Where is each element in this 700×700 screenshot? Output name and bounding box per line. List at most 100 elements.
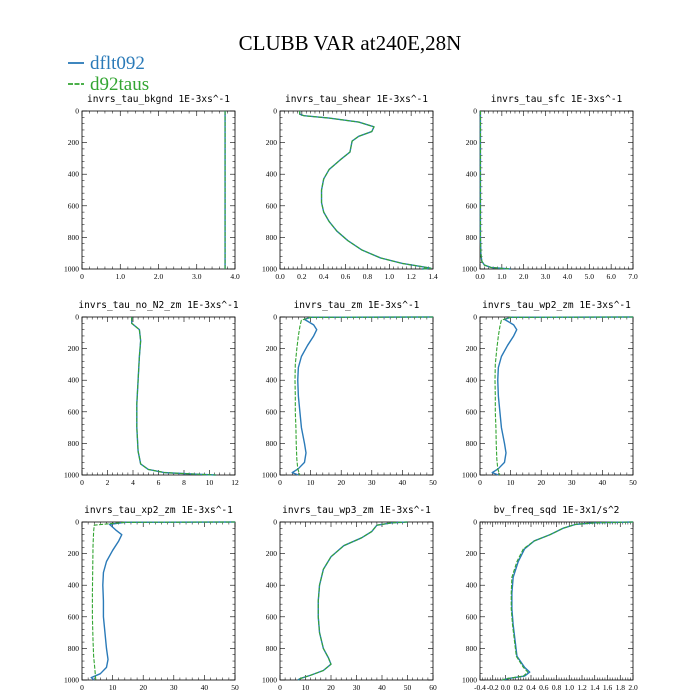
panel-9-xtick-label: 1.8 xyxy=(616,683,626,692)
panel-5-xtick-label: 40 xyxy=(399,478,407,487)
panel-3-line-dflt092 xyxy=(479,111,511,270)
panel-1-ytick-label: 600 xyxy=(68,201,80,210)
panel-3-ytick-label: 0 xyxy=(473,107,477,116)
panel-4-xtick-label: 2 xyxy=(106,478,110,487)
panel-9-xtick-label: -0.4 xyxy=(474,683,486,692)
panel-5: invrs_tau_zm 1E-3xs^-1 0 10 20 30 40 50 0 200 400… xyxy=(262,300,437,487)
panel-7-ytick-label: 200 xyxy=(68,549,80,558)
panel-1-frame xyxy=(81,110,236,270)
panel-5-frame xyxy=(279,316,434,476)
panel-8-ytick-label: 0 xyxy=(273,518,277,527)
panel-6-line-d92taus xyxy=(494,316,634,476)
panel-9-xtick-label: 1.0 xyxy=(565,683,575,692)
panel-9-line-d92taus xyxy=(502,521,634,681)
panel-7-ytick-label: 400 xyxy=(68,581,80,590)
panel-9-xtick-label: 0.6 xyxy=(539,683,549,692)
panel-1-xtick-label: 2.0 xyxy=(154,272,164,281)
panel-7-ytick-label: 0 xyxy=(75,518,79,527)
panel-1-ytick-label: 1000 xyxy=(64,265,79,274)
panel-8-title: invrs_tau_wp3_zm 1E-3xs^-1 xyxy=(282,505,431,516)
panel-3-ytick-label: 600 xyxy=(466,201,478,210)
panel-8-xtick-label: 0 xyxy=(278,683,282,692)
panel-2-xtick-label: 1.0 xyxy=(385,272,395,281)
panel-6-frame xyxy=(479,316,634,476)
panel-9-xtick-label: 0.2 xyxy=(514,683,524,692)
panel-2-frame xyxy=(279,110,434,270)
panel-3-xtick-label: 3.0 xyxy=(541,272,551,281)
panel-2-line-d92taus xyxy=(299,111,432,270)
panel-3-ytick-label: 800 xyxy=(466,233,478,242)
panel-1-xtick-label: 4.0 xyxy=(230,272,240,281)
panel-2-ytick-label: 0 xyxy=(273,107,277,116)
panel-6-ytick-label: 200 xyxy=(466,344,478,353)
panel-8-xtick-label: 60 xyxy=(429,683,437,692)
panel-5-xtick-label: 20 xyxy=(337,478,345,487)
panel-6-line-dflt092 xyxy=(491,316,634,476)
panel-8-ytick-label: 600 xyxy=(266,612,278,621)
panel-2-xtick-label: 0.0 xyxy=(275,272,285,281)
panel-9-line-dflt092 xyxy=(502,521,634,681)
panel-4-xtick-label: 6 xyxy=(157,478,161,487)
panel-9-ytick-label: 400 xyxy=(466,581,478,590)
panel-4-ytick-label: 1000 xyxy=(64,471,79,480)
panel-8-line-dflt092 xyxy=(297,521,408,681)
panel-9-xtick-label: 2.0 xyxy=(628,683,638,692)
panel-3-xtick-label: 7.0 xyxy=(628,272,638,281)
panel-6-xtick-label: 40 xyxy=(599,478,607,487)
panel-4-xtick-label: 4 xyxy=(131,478,135,487)
panel-2-xtick-label: 0.2 xyxy=(297,272,307,281)
panel-6-ytick-label: 400 xyxy=(466,376,478,385)
panel-5-line-d92taus xyxy=(294,316,434,476)
panel-6-ytick-label: 800 xyxy=(466,439,478,448)
panel-6-xtick-label: 10 xyxy=(507,478,515,487)
panel-7-xtick-label: 50 xyxy=(231,683,239,692)
panel-1: invrs_tau_bkgnd 1E-3xs^-1 0 1.0 2.0 3.0 4.0 0 2… xyxy=(64,94,240,281)
panel-7: invrs_tau_xp2_zm 1E-3xs^-1 0 10 20 30 40 50 0 20… xyxy=(64,505,239,692)
panel-9-ytick-label: 600 xyxy=(466,612,478,621)
panel-2-title: invrs_tau_shear 1E-3xs^-1 xyxy=(285,94,428,105)
panel-2-xtick-label: 0.4 xyxy=(319,272,329,281)
panel-9-xtick-label: -0.2 xyxy=(487,683,499,692)
panel-9-xtick-label: 1.4 xyxy=(590,683,600,692)
panel-4-frame xyxy=(81,316,236,476)
panel-8-line-d92taus xyxy=(297,521,408,681)
panel-8-xtick-label: 20 xyxy=(327,683,335,692)
panel-7-xtick-label: 10 xyxy=(109,683,117,692)
panel-2-ytick-label: 200 xyxy=(266,138,278,147)
panel-8-frame xyxy=(279,521,434,681)
panel-1-ytick-label: 400 xyxy=(68,170,80,179)
panel-1-xtick-label: 3.0 xyxy=(192,272,202,281)
panel-9-ytick-label: 0 xyxy=(473,518,477,527)
panel-6-ytick-label: 1000 xyxy=(462,471,477,480)
panel-2: invrs_tau_shear 1E-3xs^-1 0.0 0.2 0.4 0.6 0.8… xyxy=(262,94,438,281)
panel-8-ytick-label: 400 xyxy=(266,581,278,590)
panel-9-ytick-label: 1000 xyxy=(462,676,477,685)
legend: dflt092 d92taus xyxy=(68,53,149,95)
panel-8-xtick-label: 40 xyxy=(378,683,386,692)
panel-6-xtick-label: 20 xyxy=(537,478,545,487)
panel-6-xtick-label: 0 xyxy=(478,478,482,487)
panel-4-xtick-label: 12 xyxy=(231,478,239,487)
panel-7-ytick-label: 1000 xyxy=(64,676,79,685)
panel-9-xtick-label: 0.8 xyxy=(552,683,562,692)
panel-4: invrs_tau_no_N2_zm 1E-3xs^-1 0 2 4 6 8 10 12 0 20… xyxy=(64,300,239,487)
panel-7-title: invrs_tau_xp2_zm 1E-3xs^-1 xyxy=(84,505,233,516)
panel-6: invrs_tau_wp2_zm 1E-3xs^-1 0 10 20 30 40 50 0 20… xyxy=(462,300,637,487)
panel-3-line-d92taus xyxy=(479,111,511,270)
panel-1-ytick-label: 200 xyxy=(68,138,80,147)
panel-9-xtick-label: 1.2 xyxy=(577,683,587,692)
panel-3-title: invrs_tau_sfc 1E-3xs^-1 xyxy=(491,94,623,105)
panel-4-line-dflt092 xyxy=(131,317,216,476)
panel-4-xtick-label: 0 xyxy=(80,478,84,487)
panel-4-xtick-label: 8 xyxy=(182,478,186,487)
panel-5-xtick-label: 30 xyxy=(368,478,376,487)
panel-3-xtick-label: 1.0 xyxy=(497,272,507,281)
panel-7-xtick-label: 0 xyxy=(80,683,84,692)
panel-2-xtick-label: 0.6 xyxy=(341,272,351,281)
panel-9: bv_freq_sqd 1E-3x1/s^2-0.4 -0.2 0.0 0.2 0.4 0… xyxy=(462,505,638,692)
panel-9-ytick-label: 200 xyxy=(466,549,478,558)
panel-3-ytick-label: 1000 xyxy=(462,265,477,274)
panel-3-xtick-label: 6.0 xyxy=(606,272,616,281)
panel-4-ytick-label: 800 xyxy=(68,439,80,448)
